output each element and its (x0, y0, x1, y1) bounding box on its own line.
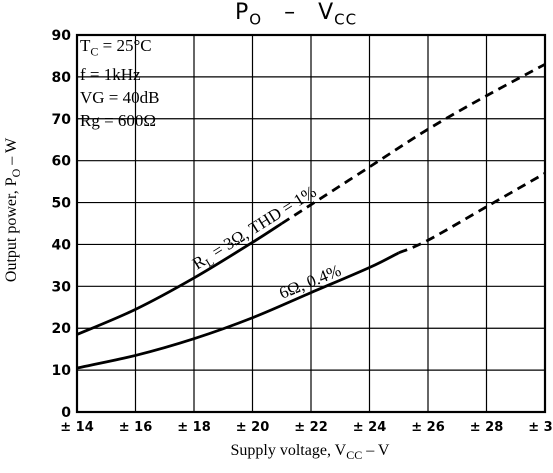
plot-frame (75, 33, 547, 414)
series-0-solid-line (76, 222, 283, 336)
x-tick-label: ± 28 (470, 420, 504, 435)
x-tick-label: ± 16 (119, 420, 153, 435)
x-tick-label: ± 14 (60, 420, 94, 435)
x-axis-label: Supply voltage, VCC – V (230, 442, 390, 463)
series-1-dashed-line (398, 172, 546, 255)
y-tick-label: 30 (52, 279, 72, 295)
condition-f: f = 1kHz (80, 65, 141, 85)
series-1-solid-line (76, 251, 400, 370)
conditions-box: TC = 25°C f = 1kHz VG = 40dB Rg = 600Ω (80, 34, 200, 132)
chart-title: PO – VCC (235, 0, 358, 29)
y-axis-label: Output power, PO – W (3, 137, 24, 283)
y-tick-label: 70 (52, 112, 72, 128)
axes (75, 33, 547, 414)
series-0-dashed-line (280, 63, 546, 225)
x-tick-label: ± 26 (411, 420, 445, 435)
condition-rg: Rg = 600Ω (80, 111, 157, 131)
series-lines (76, 63, 546, 370)
y-tick-label: 90 (52, 28, 72, 44)
tick-labels: 0 10 20 30 40 50 60 70 80 90 ± 14 ± 16 ± 18 ± 20 ± 22 ±… (52, 28, 553, 435)
y-tick-label: 40 (52, 237, 72, 253)
y-tick-label: 10 (52, 363, 72, 379)
x-tick-label: ± 20 (236, 420, 270, 435)
y-tick-label: 50 (52, 196, 72, 212)
condition-vg: VG = 40dB (80, 88, 160, 108)
x-tick-label: ± 24 (353, 420, 387, 435)
x-tick-label: ± 30 (528, 420, 553, 435)
condition-tc: TC = 25°C (80, 36, 152, 59)
series-label-6ohm: 6Ω, 0.4% (276, 261, 343, 303)
y-tick-label: 60 (52, 154, 72, 170)
x-tick-label: ± 22 (294, 420, 328, 435)
y-tick-label: 20 (52, 321, 72, 337)
y-tick-label: 0 (61, 405, 71, 421)
series-label-3ohm: RL = 3Ω, THD = 1% (189, 182, 321, 276)
x-tick-label: ± 18 (177, 420, 211, 435)
y-tick-label: 80 (52, 70, 72, 86)
